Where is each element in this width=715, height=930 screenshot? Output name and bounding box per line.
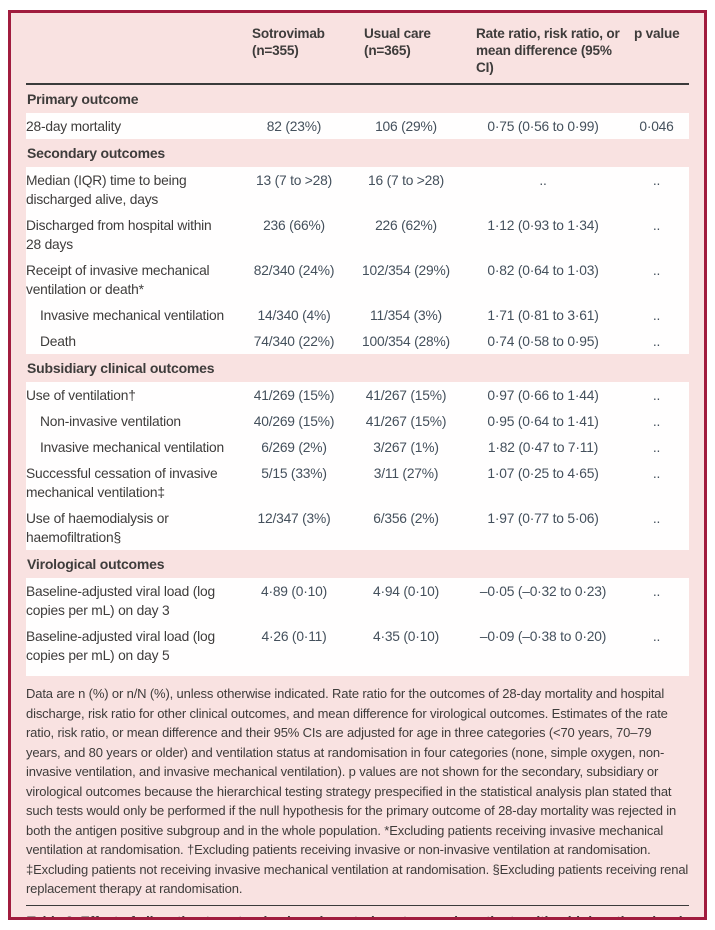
cell-rate: 0·95 (0·64 to 1·41) xyxy=(487,413,599,429)
cell-rate: 1·97 (0·77 to 5·06) xyxy=(487,510,599,526)
cell-usual: 11/354 (3%) xyxy=(370,307,442,323)
cell-p: 0·046 xyxy=(639,118,674,134)
table-caption-number: Table 2: xyxy=(26,913,80,917)
cell-p: .. xyxy=(652,307,661,323)
cell-sotrovimab: 40/269 (15%) xyxy=(253,413,335,429)
row-label: Death xyxy=(40,333,76,349)
table-row: Baseline-adjusted viral load (log copies… xyxy=(26,578,689,623)
cell-usual: 16 (7 to >28) xyxy=(367,172,445,188)
cell-p: .. xyxy=(652,439,661,455)
cell-rate: 1·07 (0·25 to 4·65) xyxy=(487,465,599,481)
table-row: Baseline-adjusted viral load (log copies… xyxy=(26,623,689,668)
table-row: Death 74/340 (22%) 100/354 (28%) 0·74 (0… xyxy=(26,328,689,354)
row-label: Discharged from hospital within 28 days xyxy=(26,217,212,252)
primary-rows-block: 28-day mortality 82 (23%) 106 (29%) 0·75… xyxy=(26,113,689,139)
cell-usual: 106 (29%) xyxy=(375,118,437,134)
table-caption-title: Effect of allocation to sotrovimab on ke… xyxy=(80,913,682,917)
row-label: Successful cessation of invasive mechani… xyxy=(26,465,218,500)
cell-usual: 41/267 (15%) xyxy=(365,413,447,429)
row-label: Use of haemodialysis or haemofiltration§ xyxy=(26,510,169,545)
cell-usual: 41/267 (15%) xyxy=(365,387,447,403)
section-header-virological: Virological outcomes xyxy=(27,556,165,572)
cell-rate: –0·05 (–0·32 to 0·23) xyxy=(479,583,607,599)
cell-usual: 6/356 (2%) xyxy=(373,510,439,526)
cell-sotrovimab: 82 (23%) xyxy=(266,118,322,134)
table2-card: Sotrovimab (n=355) Usual care (n=365) Ra… xyxy=(8,10,707,920)
row-label: Median (IQR) time to being discharged al… xyxy=(26,172,187,207)
cell-rate: 0·97 (0·66 to 1·44) xyxy=(487,387,599,403)
table-row: 28-day mortality 82 (23%) 106 (29%) 0·75… xyxy=(26,113,689,139)
row-label: Receipt of invasive mechanical ventilati… xyxy=(26,262,210,297)
cell-p: .. xyxy=(652,333,661,349)
cell-sotrovimab: 236 (66%) xyxy=(263,217,325,233)
table-caption: Table 2: Effect of allocation to sotrovi… xyxy=(26,906,689,917)
row-label: Invasive mechanical ventilation xyxy=(40,439,224,455)
row-label: Non-invasive ventilation xyxy=(40,413,181,429)
table-row: Invasive mechanical ventilation 14/340 (… xyxy=(26,302,689,328)
cell-rate: –0·09 (–0·38 to 0·20) xyxy=(479,628,607,644)
secondary-rows-block: Median (IQR) time to being discharged al… xyxy=(26,167,689,354)
row-label: Baseline-adjusted viral load (log copies… xyxy=(26,628,215,663)
cell-sotrovimab: 6/269 (2%) xyxy=(261,439,327,455)
cell-sotrovimab: 12/347 (3%) xyxy=(257,510,331,526)
row-label: Invasive mechanical ventilation xyxy=(40,307,224,323)
table-row: Use of ventilation† 41/269 (15%) 41/267 … xyxy=(26,382,689,408)
cell-rate: 0·82 (0·64 to 1·03) xyxy=(487,262,599,278)
cell-rate: 1·12 (0·93 to 1·34) xyxy=(487,217,599,233)
cell-rate: 0·75 (0·56 to 0·99) xyxy=(487,118,599,134)
cell-usual: 102/354 (29%) xyxy=(362,262,450,278)
cell-p: .. xyxy=(652,628,661,644)
section-header-secondary: Secondary outcomes xyxy=(27,145,165,161)
header-usual-care: Usual care (n=365) xyxy=(364,26,431,58)
cell-usual: 3/267 (1%) xyxy=(373,439,439,455)
cell-sotrovimab: 4·26 (0·11) xyxy=(261,628,327,644)
caption-divider-rule xyxy=(26,904,689,906)
table-header-row: Sotrovimab (n=355) Usual care (n=365) Ra… xyxy=(26,13,689,83)
table-row: Use of haemodialysis or haemofiltration§… xyxy=(26,505,689,550)
cell-p: .. xyxy=(652,583,661,599)
cell-usual: 226 (62%) xyxy=(375,217,437,233)
cell-usual: 4·94 (0·10) xyxy=(372,583,440,599)
cell-sotrovimab: 14/340 (4%) xyxy=(257,307,331,323)
cell-p: .. xyxy=(652,510,661,526)
cell-rate: 1·82 (0·47 to 7·11) xyxy=(487,439,599,455)
header-divider-rule xyxy=(26,83,689,85)
cell-p: .. xyxy=(652,413,661,429)
table-row: Median (IQR) time to being discharged al… xyxy=(26,167,689,212)
table-row: Discharged from hospital within 28 days … xyxy=(26,212,689,257)
row-label: Use of ventilation† xyxy=(26,387,136,403)
table-row: Successful cessation of invasive mechani… xyxy=(26,460,689,505)
subsidiary-rows-block: Use of ventilation† 41/269 (15%) 41/267 … xyxy=(26,382,689,550)
cell-usual: 4·35 (0·10) xyxy=(372,628,440,644)
cell-p: .. xyxy=(652,387,661,403)
cell-rate: 1·71 (0·81 to 3·61) xyxy=(487,307,599,323)
cell-sotrovimab: 4·89 (0·10) xyxy=(260,583,328,599)
cell-p: .. xyxy=(652,172,661,188)
table-footnote: Data are n (%) or n/N (%), unless otherw… xyxy=(26,686,689,896)
table-row: Receipt of invasive mechanical ventilati… xyxy=(26,257,689,302)
cell-p: .. xyxy=(652,262,661,278)
row-label: Baseline-adjusted viral load (log copies… xyxy=(26,583,215,618)
cell-sotrovimab: 13 (7 to >28) xyxy=(255,172,333,188)
cell-usual: 100/354 (28%) xyxy=(362,333,450,349)
cell-usual: 3/11 (27%) xyxy=(373,465,439,481)
section-header-subsidiary: Subsidiary clinical outcomes xyxy=(27,360,215,376)
table-row: Non-invasive ventilation 40/269 (15%) 41… xyxy=(26,408,689,434)
cell-rate: .. xyxy=(539,172,547,188)
cell-sotrovimab: 41/269 (15%) xyxy=(253,387,335,403)
cell-sotrovimab: 5/15 (33%) xyxy=(261,465,327,481)
cell-sotrovimab: 74/340 (22%) xyxy=(253,333,335,349)
header-rate-ratio: Rate ratio, risk ratio, or mean differen… xyxy=(476,26,620,75)
header-p-value: p value xyxy=(634,26,680,41)
cell-p: .. xyxy=(652,217,661,233)
table-row: Invasive mechanical ventilation 6/269 (2… xyxy=(26,434,689,460)
row-label: 28-day mortality xyxy=(26,118,121,134)
cell-rate: 0·74 (0·58 to 0·95) xyxy=(487,333,599,349)
header-sotrovimab: Sotrovimab (n=355) xyxy=(252,26,325,58)
cell-p: .. xyxy=(652,465,661,481)
virological-rows-block: Baseline-adjusted viral load (log copies… xyxy=(26,578,689,676)
section-header-primary: Primary outcome xyxy=(27,91,139,107)
cell-sotrovimab: 82/340 (24%) xyxy=(253,262,335,278)
